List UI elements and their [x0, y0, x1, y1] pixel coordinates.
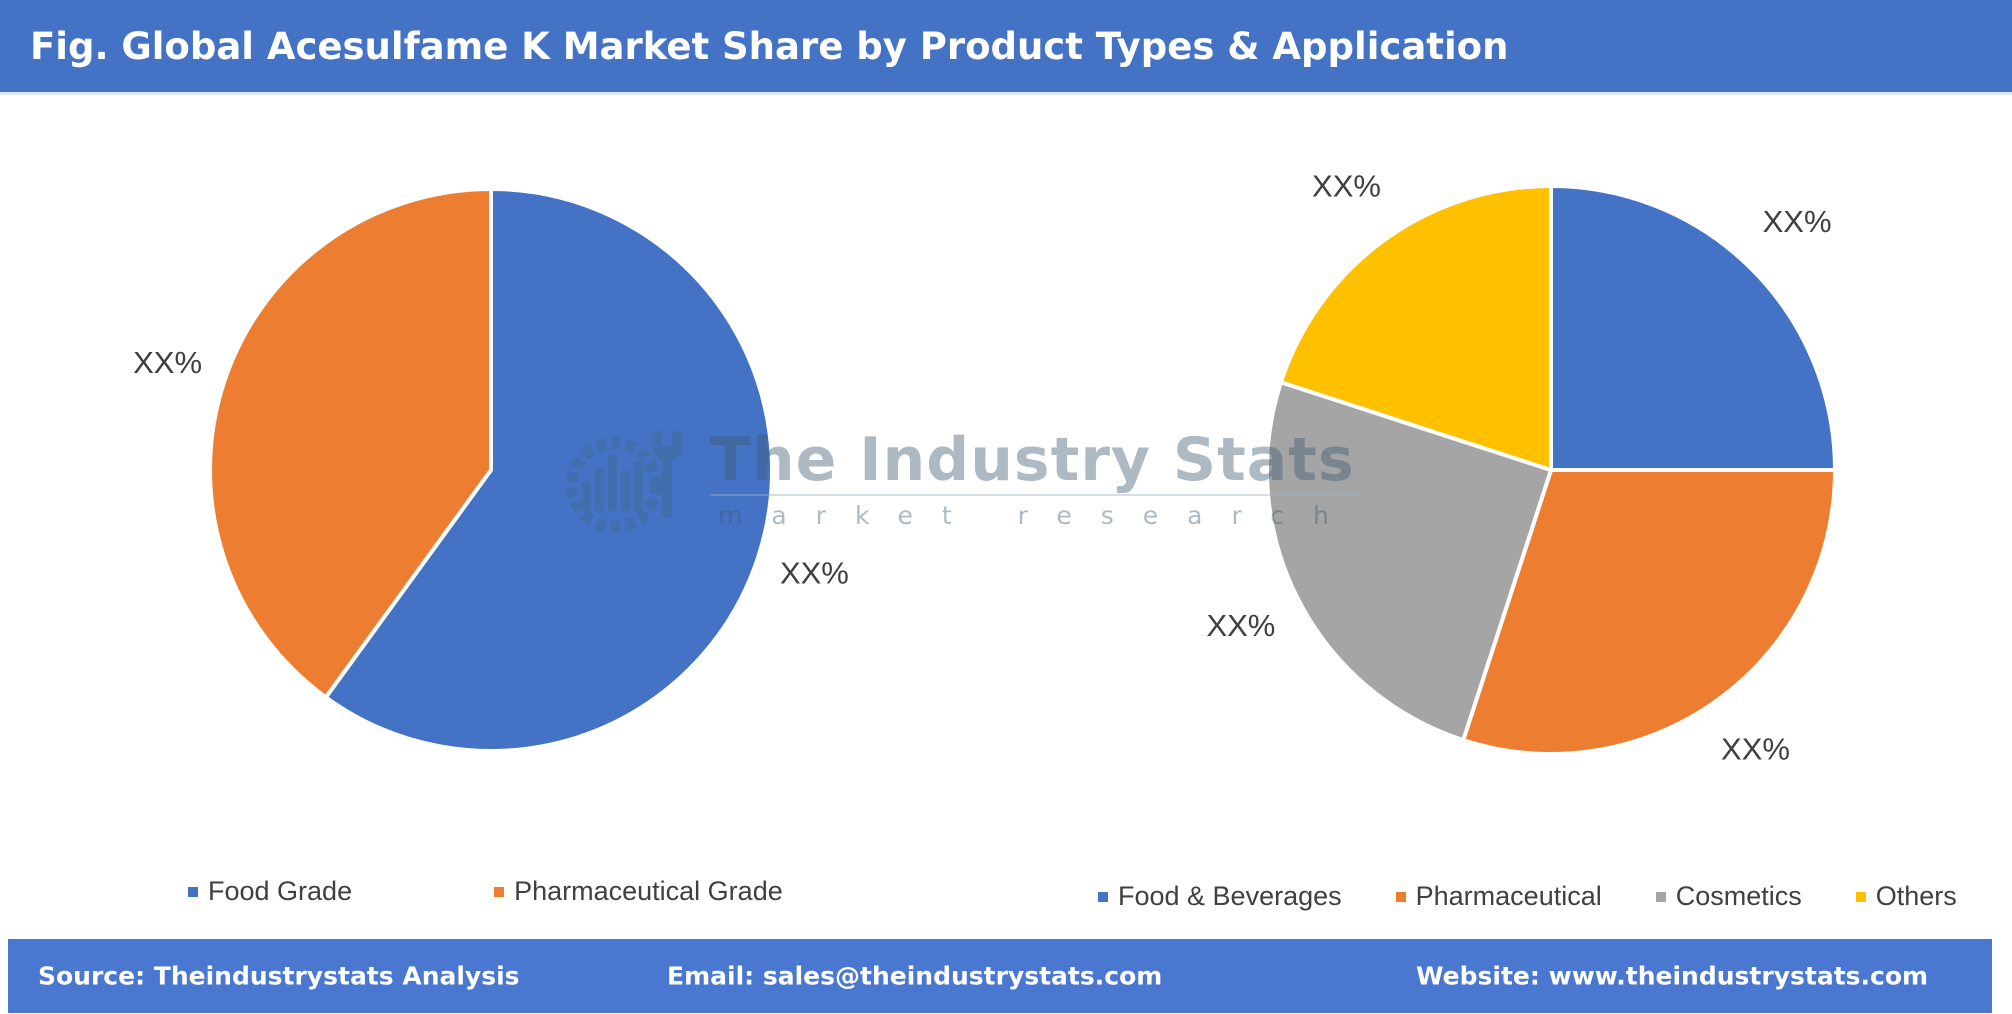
legend1-label-food-grade: Food Grade [208, 876, 353, 906]
pie2-slice-others [1278, 184, 1553, 472]
pie2-slice-pharmaceutical [1461, 468, 1837, 756]
pie1-data-label-pharmaceutical-grade: XX% [133, 345, 202, 380]
product-type-legend: Food Grade Pharmaceutical Grade [188, 876, 783, 907]
pie1-slice-pharmaceutical-grade [208, 187, 493, 700]
legend2-label-pharmaceutical: Pharmaceutical [1415, 881, 1602, 911]
legend2-swatch-food-and-beverages [1098, 891, 1108, 902]
legend2-item-cosmetics: Cosmetics [1655, 881, 1802, 912]
legend1-label-pharmaceutical-grade: Pharmaceutical Grade [514, 876, 783, 906]
footer-bar: Source: Theindustrystats Analysis Email:… [8, 939, 1992, 1013]
pie2-data-label-others: XX% [1312, 169, 1381, 204]
footer-source: Source: Theindustrystats Analysis [38, 961, 520, 991]
legend2-swatch-cosmetics [1655, 891, 1666, 902]
product-type-pie: XX% XX% [133, 187, 849, 753]
chart-title-bar: Fig. Global Acesulfame K Market Share by… [0, 0, 2012, 92]
footer-email: Email: sales@theindustrystats.com [667, 961, 1163, 991]
legend2-item-pharmaceutical: Pharmaceutical [1395, 881, 1602, 912]
legend2-swatch-pharmaceutical [1395, 891, 1406, 902]
legend2-label-food-and-beverages: Food & Beverages [1118, 881, 1342, 911]
pie1-data-label-food-grade: XX% [780, 555, 849, 590]
title-bar-divider [0, 92, 2012, 95]
pie2-slice-food-and-beverages [1549, 184, 1837, 472]
application-legend: Food & Beverages Pharmaceutical Cosmetics O… [1098, 881, 1957, 912]
application-pie: XX% XX% XX% XX% [1206, 169, 1837, 767]
legend2-item-others: Others [1855, 881, 1957, 912]
pie2-data-label-food-and-beverages: XX% [1763, 204, 1832, 239]
pie2-data-label-pharmaceutical: XX% [1721, 732, 1790, 767]
legend1-swatch-food-grade [188, 886, 198, 897]
legend2-label-others: Others [1875, 881, 1957, 911]
legend1-item-food-grade: Food Grade [188, 876, 352, 907]
legend1-swatch-pharmaceutical-grade [494, 886, 505, 897]
legend1-item-pharmaceutical-grade: Pharmaceutical Grade [494, 876, 783, 907]
legend2-item-food-and-beverages: Food & Beverages [1098, 881, 1342, 912]
pie2-data-label-cosmetics: XX% [1206, 608, 1275, 643]
chart-title: Fig. Global Acesulfame K Market Share by… [30, 24, 1509, 68]
pie1-slice-food-grade [323, 187, 774, 753]
pie2-slice-cosmetics [1265, 380, 1553, 743]
legend2-swatch-others [1855, 891, 1866, 902]
legend2-label-cosmetics: Cosmetics [1675, 881, 1802, 911]
footer-website: Website: www.theindustrystats.com [1416, 961, 1929, 991]
